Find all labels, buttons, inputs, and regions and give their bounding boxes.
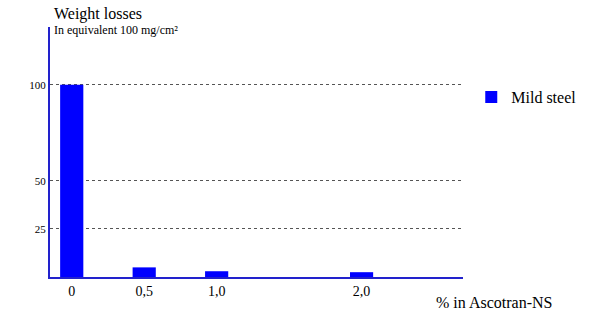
svg-text:25: 25 [35,223,47,235]
svg-text:In equivalent 100 mg/cm²: In equivalent 100 mg/cm² [54,23,178,37]
svg-text:Mild steel: Mild steel [511,89,576,106]
svg-text:% in Ascotran-NS: % in Ascotran-NS [436,294,552,311]
svg-text:1,0: 1,0 [208,284,226,299]
svg-text:Weight losses: Weight losses [54,5,142,23]
svg-text:100: 100 [29,79,46,91]
svg-text:0,5: 0,5 [135,284,153,299]
svg-text:50: 50 [35,175,47,187]
svg-text:0: 0 [68,284,75,299]
svg-text:2,0: 2,0 [353,284,371,299]
